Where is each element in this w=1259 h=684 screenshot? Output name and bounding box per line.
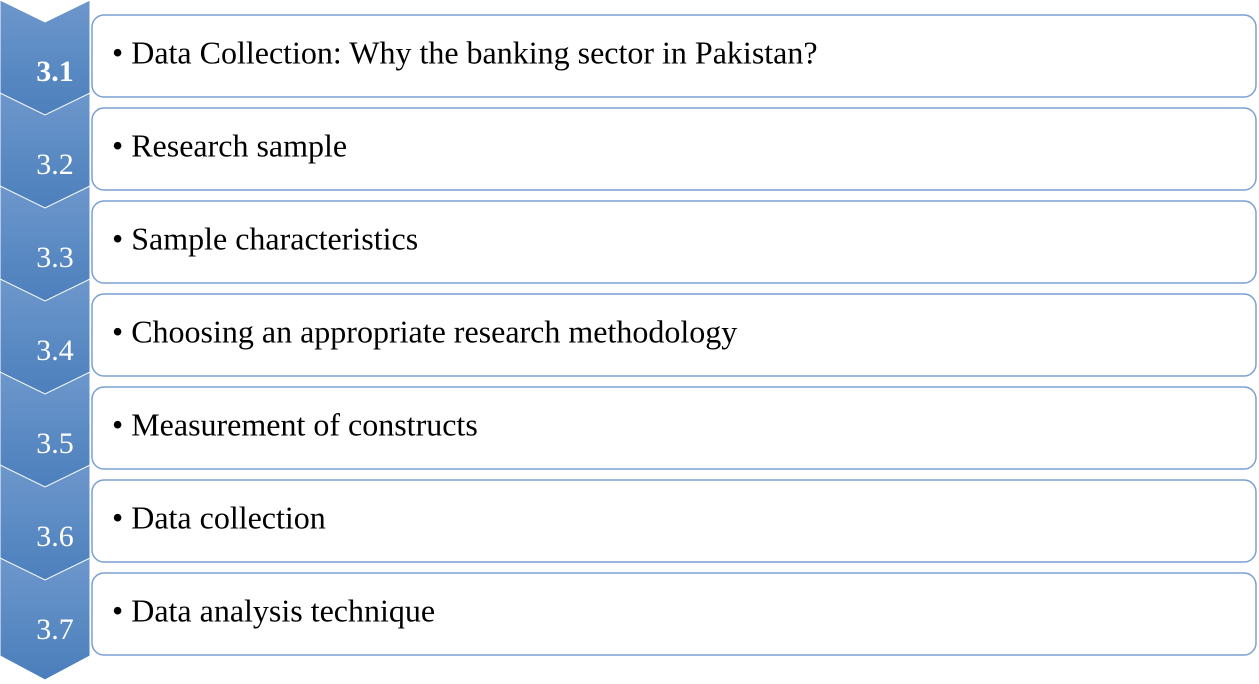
item-number: 3.6 [36, 520, 74, 553]
item-number: 3.4 [36, 334, 74, 367]
item-text: • Measurement of constructs [112, 406, 478, 442]
item-box [91, 200, 1257, 284]
item-box [91, 479, 1257, 563]
item-text: • Data collection [112, 499, 326, 535]
item-box [91, 14, 1257, 98]
item-box [91, 107, 1257, 191]
item-text: • Sample characteristics [112, 220, 418, 256]
item-number: 3.5 [36, 427, 74, 460]
chevron [0, 557, 91, 681]
item-box [91, 386, 1257, 470]
item-box [91, 293, 1257, 377]
item-number: 3.1 [36, 55, 74, 88]
item-number: 3.7 [36, 613, 74, 646]
item-number: 3.3 [36, 241, 74, 274]
item-number: 3.2 [36, 148, 74, 181]
item-text: • Research sample [112, 127, 347, 163]
item-text: • Data Collection: Why the banking secto… [112, 34, 818, 70]
item-text: • Data analysis technique [112, 592, 435, 628]
item-text: • Choosing an appropriate research metho… [112, 313, 737, 349]
item-box [91, 572, 1257, 656]
